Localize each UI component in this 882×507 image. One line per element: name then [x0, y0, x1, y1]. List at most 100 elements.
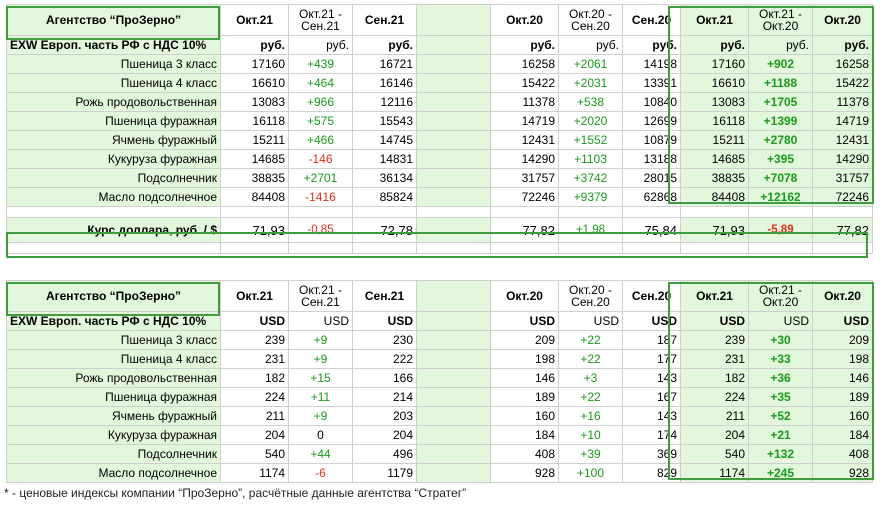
unit-cell: руб.	[558, 35, 623, 55]
header-row: Агентство “ПроЗерно” Окт.21 Окт.21 - Сен.2…	[6, 4, 873, 36]
value-cell: +2061	[558, 54, 623, 74]
header-row: Агентство “ПроЗерно” Окт.21 Окт.21 - Сен.2…	[6, 280, 873, 312]
unit-cell: руб.	[352, 35, 417, 55]
value-cell: 11378	[812, 92, 873, 112]
unit-label: EXW Европ. часть РФ с НДС 10%	[6, 311, 221, 331]
value-cell: 17160	[220, 54, 289, 74]
value-cell: 224	[220, 387, 289, 407]
value-cell: 12431	[490, 130, 559, 150]
value-cell: 31757	[812, 168, 873, 188]
table-title: Агентство “ПроЗерно”	[6, 4, 221, 36]
unit-cell: руб.	[812, 35, 873, 55]
table-title: Агентство “ПроЗерно”	[6, 280, 221, 312]
value-cell: 231	[680, 349, 749, 369]
value-cell: +9	[288, 349, 353, 369]
spacer-cell	[416, 111, 491, 131]
spacer-cell	[416, 368, 491, 388]
table-row: Кукуруза фуражная 14685 -146 14831 14290 +110…	[6, 149, 873, 169]
table-row: Подсолнечник 38835 +2701 36134 31757 +3742 280…	[6, 168, 873, 188]
usd-rate-value: 71,93	[680, 217, 749, 243]
unit-label: EXW Европ. часть РФ с НДС 10%	[6, 35, 221, 55]
value-cell: 15543	[352, 111, 417, 131]
commodity-label: Пшеница 3 класс	[6, 330, 221, 350]
value-cell: 143	[622, 368, 681, 388]
value-cell: 36134	[352, 168, 417, 188]
value-cell: 369	[622, 444, 681, 464]
value-cell: 174	[622, 425, 681, 445]
value-cell: 146	[812, 368, 873, 388]
value-cell: 209	[812, 330, 873, 350]
unit-row: EXW Европ. часть РФ с НДС 10% руб. руб. руб…	[6, 35, 873, 55]
value-cell: 84408	[220, 187, 289, 207]
commodity-label: Рожь продовольственная	[6, 368, 221, 388]
value-cell: 0	[288, 425, 353, 445]
value-cell: 239	[220, 330, 289, 350]
value-cell: 184	[490, 425, 559, 445]
usd-rate-value: -0,85	[288, 217, 353, 243]
value-cell: 198	[490, 349, 559, 369]
unit-cell: USD	[288, 311, 353, 331]
table-row: Кукуруза фуражная 204 0 204 184 +10 174 204 +21 1…	[6, 425, 873, 445]
unit-cell: USD	[558, 311, 623, 331]
unit-cell: руб.	[220, 35, 289, 55]
column-header	[416, 4, 491, 36]
value-cell: 13391	[622, 73, 681, 93]
usd-rate-value: -5,89	[748, 217, 813, 243]
column-header	[416, 280, 491, 312]
value-cell: +39	[558, 444, 623, 464]
table-row: Масло подсолнечное 1174 -6 1179 928 +100 829 11…	[6, 463, 873, 483]
value-cell: 184	[812, 425, 873, 445]
usd-price-table: Агентство “ПроЗерно” Окт.21 Окт.21 - Сен.2…	[6, 280, 873, 483]
value-cell: +439	[288, 54, 353, 74]
value-cell: +1103	[558, 149, 623, 169]
value-cell: 62868	[622, 187, 681, 207]
spacer-cell	[416, 387, 491, 407]
value-cell: 187	[622, 330, 681, 350]
value-cell: 14719	[490, 111, 559, 131]
table-row: Пшеница 4 класс 231 +9 222 198 +22 177 231 +33 19…	[6, 349, 873, 369]
value-cell: 14290	[490, 149, 559, 169]
value-cell: 72246	[812, 187, 873, 207]
value-cell: -6	[288, 463, 353, 483]
value-cell: 38835	[680, 168, 749, 188]
column-header: Окт.21	[680, 4, 749, 36]
table-row: Масло подсолнечное 84408 -1416 85824 72246 +9…	[6, 187, 873, 207]
value-cell: 829	[622, 463, 681, 483]
value-cell: 182	[220, 368, 289, 388]
value-cell: +1705	[748, 92, 813, 112]
value-cell: +1552	[558, 130, 623, 150]
unit-cell: USD	[220, 311, 289, 331]
spacer-cell	[416, 425, 491, 445]
value-cell: 10879	[622, 130, 681, 150]
value-cell: 182	[680, 368, 749, 388]
value-cell: 16118	[680, 111, 749, 131]
value-cell: 14685	[220, 149, 289, 169]
table-row: Подсолнечник 540 +44 496 408 +39 369 540 +132 408	[6, 444, 873, 464]
value-cell: 16610	[680, 73, 749, 93]
usd-rate-value: 77,82	[490, 217, 559, 243]
value-cell: 166	[352, 368, 417, 388]
table-row: Ячмень фуражный 15211 +466 14745 12431 +1552 1…	[6, 130, 873, 150]
spacer-cell	[416, 217, 491, 243]
value-cell: 11378	[490, 92, 559, 112]
value-cell: 143	[622, 406, 681, 426]
value-cell: +30	[748, 330, 813, 350]
value-cell: 12431	[812, 130, 873, 150]
value-cell: 928	[812, 463, 873, 483]
column-header: Сен.21	[352, 4, 417, 36]
unit-cell: руб.	[288, 35, 353, 55]
commodity-label: Кукуруза фуражная	[6, 149, 221, 169]
spacer-cell	[416, 130, 491, 150]
value-cell: 14719	[812, 111, 873, 131]
unit-cell	[416, 311, 491, 331]
value-cell: 189	[490, 387, 559, 407]
value-cell: 14745	[352, 130, 417, 150]
value-cell: +3	[558, 368, 623, 388]
commodity-label: Пшеница 4 класс	[6, 349, 221, 369]
value-cell: 496	[352, 444, 417, 464]
spacer-cell	[416, 92, 491, 112]
column-header: Окт.20	[812, 4, 873, 36]
rub-price-table: Агентство “ПроЗерно” Окт.21 Окт.21 - Сен.2…	[6, 4, 873, 254]
spacer-cell	[416, 463, 491, 483]
column-header: Окт.21 - Сен.21	[288, 280, 353, 312]
